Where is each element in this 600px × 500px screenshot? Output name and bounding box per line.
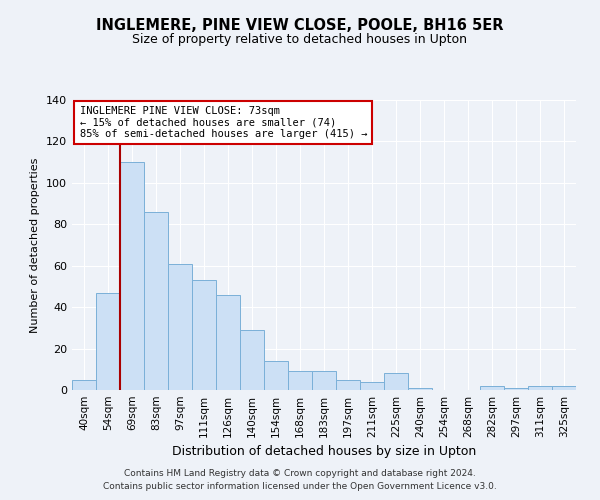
Bar	[192, 280, 216, 390]
Bar	[144, 212, 168, 390]
Bar	[240, 330, 264, 390]
Bar	[384, 374, 408, 390]
Text: INGLEMERE PINE VIEW CLOSE: 73sqm
← 15% of detached houses are smaller (74)
85% o: INGLEMERE PINE VIEW CLOSE: 73sqm ← 15% o…	[80, 106, 367, 139]
Text: Contains public sector information licensed under the Open Government Licence v3: Contains public sector information licen…	[103, 482, 497, 491]
X-axis label: Distribution of detached houses by size in Upton: Distribution of detached houses by size …	[172, 446, 476, 458]
Bar	[312, 372, 336, 390]
Bar	[480, 386, 504, 390]
Bar	[504, 388, 528, 390]
Bar	[120, 162, 144, 390]
Bar	[408, 388, 432, 390]
Text: Size of property relative to detached houses in Upton: Size of property relative to detached ho…	[133, 32, 467, 46]
Bar	[216, 294, 240, 390]
Bar	[168, 264, 192, 390]
Text: INGLEMERE, PINE VIEW CLOSE, POOLE, BH16 5ER: INGLEMERE, PINE VIEW CLOSE, POOLE, BH16 …	[96, 18, 504, 32]
Bar	[336, 380, 360, 390]
Bar	[528, 386, 552, 390]
Y-axis label: Number of detached properties: Number of detached properties	[31, 158, 40, 332]
Bar	[72, 380, 96, 390]
Text: Contains HM Land Registry data © Crown copyright and database right 2024.: Contains HM Land Registry data © Crown c…	[124, 468, 476, 477]
Bar	[96, 292, 120, 390]
Bar	[360, 382, 384, 390]
Bar	[288, 372, 312, 390]
Bar	[264, 361, 288, 390]
Bar	[552, 386, 576, 390]
